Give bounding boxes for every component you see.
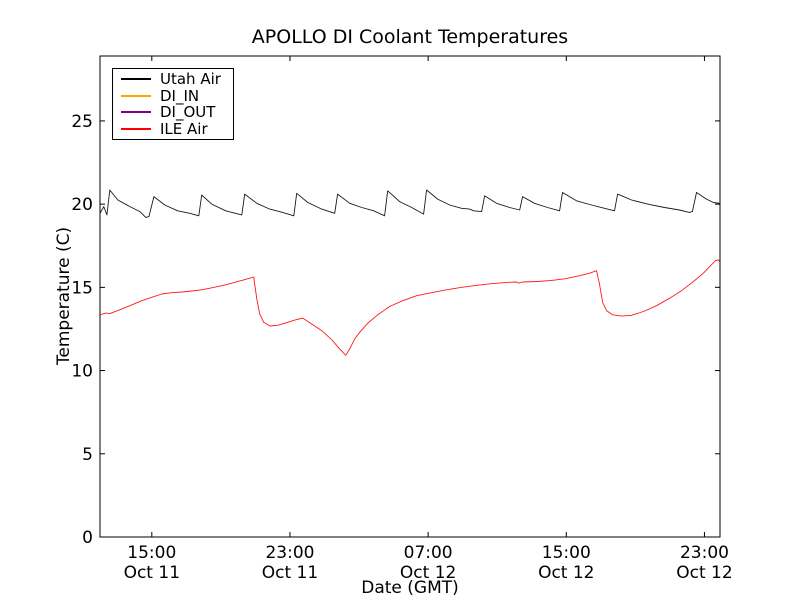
legend-item: ILE Air bbox=[121, 121, 233, 137]
legend-label: Utah Air bbox=[160, 70, 221, 89]
legend-label: DI_IN bbox=[160, 86, 200, 105]
y-tick-label: 20 bbox=[71, 195, 93, 215]
x-tick-label-date: Oct 11 bbox=[262, 563, 318, 583]
y-axis-label: Temperature (C) bbox=[54, 226, 74, 366]
series-line-ile-air bbox=[99, 259, 720, 356]
legend-item: DI_OUT bbox=[121, 104, 233, 120]
x-tick-label-time: 15:00 bbox=[127, 543, 176, 563]
y-tick-label: 15 bbox=[71, 278, 93, 298]
x-tick-label-time: 07:00 bbox=[404, 543, 453, 563]
x-tick-label-date: Oct 12 bbox=[400, 563, 456, 583]
y-tick-label: 25 bbox=[71, 112, 93, 132]
di-in-line-sample-icon bbox=[121, 94, 151, 97]
legend-label: DI_OUT bbox=[160, 103, 216, 122]
x-tick-label-time: 23:00 bbox=[265, 543, 314, 563]
legend-label: ILE Air bbox=[160, 119, 208, 138]
x-tick-label-date: Oct 12 bbox=[538, 563, 594, 583]
series-line-utah-air bbox=[99, 189, 720, 218]
legend: Utah Air DI_IN DI_OUT ILE Air bbox=[112, 68, 234, 140]
ile-air-line-sample-icon bbox=[121, 127, 151, 130]
legend-item: DI_IN bbox=[121, 88, 233, 104]
x-tick-label-date: Oct 11 bbox=[124, 563, 180, 583]
y-tick-label: 5 bbox=[82, 445, 93, 465]
di-out-line-sample-icon bbox=[121, 111, 151, 114]
x-tick-label-date: Oct 12 bbox=[676, 563, 732, 583]
x-tick-label-time: 15:00 bbox=[542, 543, 591, 563]
y-tick-label: 0 bbox=[82, 528, 93, 548]
x-axis-label: Date (GMT) bbox=[361, 578, 459, 598]
legend-item: Utah Air bbox=[121, 71, 233, 87]
y-tick-label: 10 bbox=[71, 362, 93, 382]
x-tick-label-time: 23:00 bbox=[680, 543, 729, 563]
chart-title: APOLLO DI Coolant Temperatures bbox=[251, 26, 569, 48]
utah-air-line-sample-icon bbox=[121, 78, 151, 81]
plot-border bbox=[99, 55, 721, 538]
